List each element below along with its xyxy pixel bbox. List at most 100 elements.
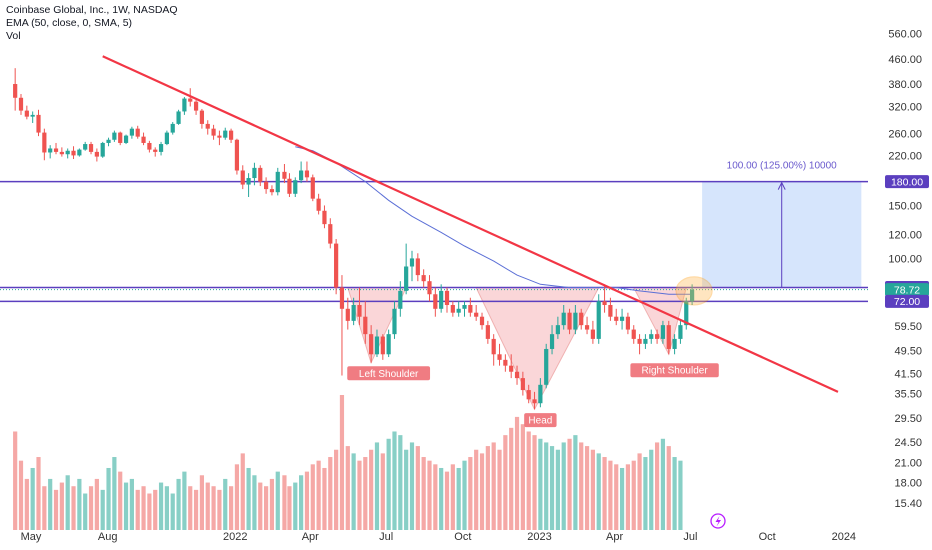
candle[interactable] (602, 301, 607, 306)
candle[interactable] (287, 178, 292, 194)
candle[interactable] (293, 180, 298, 194)
candle[interactable] (88, 144, 94, 152)
candle[interactable] (170, 123, 175, 133)
candle[interactable] (614, 316, 619, 321)
candle[interactable] (538, 384, 543, 404)
candle[interactable] (491, 338, 496, 355)
candle[interactable] (509, 365, 514, 372)
candle[interactable] (608, 305, 613, 317)
candle[interactable] (369, 334, 374, 355)
candle[interactable] (188, 98, 193, 102)
candle[interactable] (579, 312, 584, 326)
candle[interactable] (339, 287, 345, 309)
candle[interactable] (94, 151, 99, 157)
indicator-label[interactable]: EMA (50, close, 0, SMA, 5) (6, 17, 133, 29)
candle[interactable] (106, 139, 111, 143)
candle[interactable] (631, 329, 636, 339)
candle[interactable] (129, 128, 134, 136)
candle[interactable] (13, 84, 18, 98)
candle[interactable] (123, 135, 129, 143)
candle[interactable] (503, 359, 508, 366)
candle[interactable] (65, 150, 70, 155)
candle[interactable] (112, 132, 117, 140)
candle[interactable] (275, 171, 280, 193)
candle[interactable] (374, 336, 380, 355)
candle[interactable] (497, 354, 502, 360)
candle[interactable] (77, 149, 82, 156)
breakout-highlight[interactable] (675, 276, 713, 306)
candle[interactable] (71, 150, 76, 156)
candle[interactable] (217, 135, 222, 138)
candle[interactable] (654, 334, 660, 339)
candle[interactable] (246, 178, 251, 185)
candle[interactable] (328, 224, 333, 244)
pattern-shading[interactable] (347, 287, 687, 411)
candle[interactable] (118, 132, 123, 143)
candle[interactable] (334, 243, 339, 288)
candle[interactable] (415, 258, 420, 276)
candle[interactable] (30, 114, 35, 117)
candle[interactable] (561, 312, 566, 326)
candle[interactable] (269, 189, 275, 193)
candle[interactable] (53, 148, 59, 152)
candle[interactable] (182, 98, 187, 112)
candle[interactable] (549, 334, 555, 349)
candle[interactable] (456, 308, 461, 313)
candle[interactable] (176, 111, 181, 124)
candle[interactable] (316, 198, 321, 211)
volume-label[interactable]: Vol (6, 30, 21, 42)
candle[interactable] (666, 325, 671, 349)
candle[interactable] (555, 325, 560, 335)
candle[interactable] (264, 181, 269, 190)
candle[interactable] (199, 110, 205, 124)
candle[interactable] (147, 142, 152, 150)
candle[interactable] (42, 132, 47, 153)
candle[interactable] (48, 148, 53, 153)
pattern-label-box[interactable] (524, 413, 557, 428)
candle[interactable] (59, 151, 64, 155)
candle[interactable] (223, 130, 228, 138)
candle[interactable] (322, 210, 327, 225)
candle[interactable] (649, 334, 654, 339)
candle[interactable] (153, 149, 158, 152)
candle[interactable] (584, 325, 590, 330)
candle[interactable] (532, 399, 537, 404)
trend-line[interactable] (102, 55, 839, 393)
candle[interactable] (158, 144, 164, 152)
candle[interactable] (421, 275, 426, 282)
candle[interactable] (252, 167, 257, 179)
candle[interactable] (544, 348, 549, 385)
candle[interactable] (643, 338, 648, 344)
candle[interactable] (678, 325, 683, 339)
candle[interactable] (304, 170, 310, 178)
candle[interactable] (514, 371, 520, 379)
pattern-label-box[interactable] (347, 366, 431, 381)
candle[interactable] (357, 305, 362, 317)
candle[interactable] (205, 123, 210, 129)
candle[interactable] (660, 325, 666, 339)
candle[interactable] (363, 316, 368, 335)
candle[interactable] (573, 312, 578, 330)
candle[interactable] (345, 308, 350, 321)
candle[interactable] (409, 258, 415, 267)
candle[interactable] (392, 308, 397, 335)
candle[interactable] (36, 114, 41, 133)
candle[interactable] (141, 136, 146, 143)
candle[interactable] (282, 171, 287, 179)
candle[interactable] (672, 338, 677, 349)
candle[interactable] (526, 390, 531, 400)
candle[interactable] (444, 290, 450, 306)
candle[interactable] (164, 132, 169, 145)
candle[interactable] (234, 139, 240, 171)
candle[interactable] (439, 290, 444, 309)
ema-line[interactable] (295, 146, 693, 295)
pattern-label-box[interactable] (630, 363, 719, 378)
candle[interactable] (386, 334, 391, 355)
candle[interactable] (689, 289, 695, 302)
candle[interactable] (590, 329, 595, 339)
candle[interactable] (468, 305, 473, 313)
candle[interactable] (619, 316, 625, 321)
candle[interactable] (240, 170, 245, 185)
candle[interactable] (299, 170, 304, 181)
candle[interactable] (83, 144, 88, 150)
